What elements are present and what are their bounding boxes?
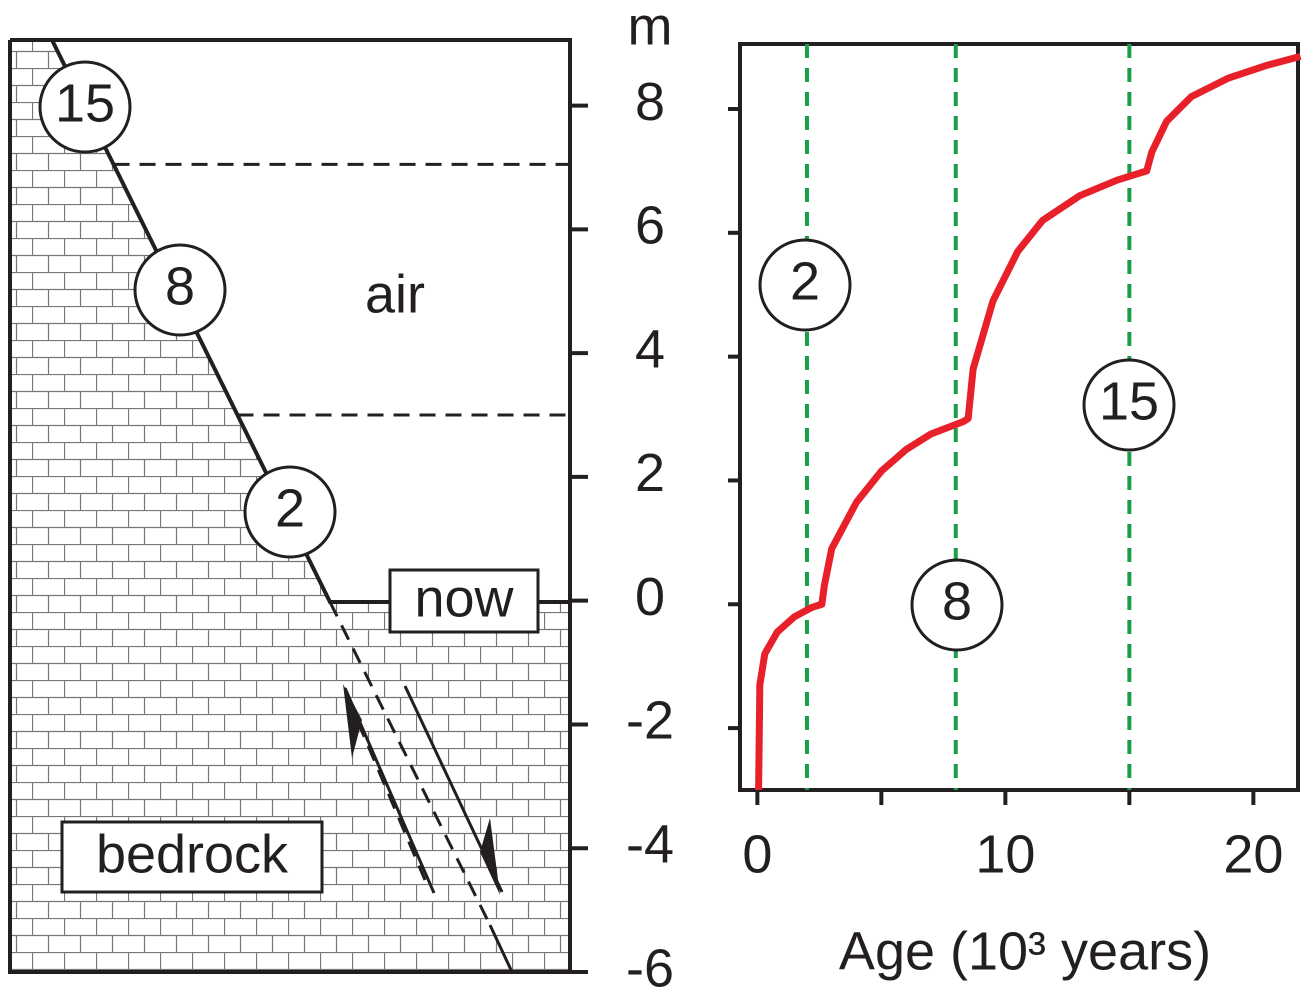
y-tick-label: 6 [635,196,665,256]
y-tick-label: -2 [626,691,674,751]
x-tick-label: 20 [1223,824,1283,884]
bedrock-label: bedrock [96,824,289,884]
y-axis-label: m [628,0,673,56]
age-marker-label: 8 [165,256,195,316]
y-tick-label: 4 [635,319,665,379]
age-marker-label: 15 [55,73,115,133]
air-label: air [365,264,425,324]
y-tick-label: -6 [626,938,674,996]
x-tick-label: 0 [742,824,772,884]
age-marker-label: 2 [275,478,305,538]
event-marker-label: 15 [1099,371,1159,431]
y-tick-label: -4 [626,814,674,874]
now-label: now [414,568,514,628]
event-marker-label: 8 [942,571,972,631]
event-marker-label: 2 [790,251,820,311]
y-tick-label: 8 [635,72,665,132]
plot-frame [740,44,1298,790]
y-tick-label: 0 [635,567,665,627]
x-axis-label: Age (10³ years) [839,921,1211,981]
y-tick-label: 2 [635,443,665,503]
uplift-curve [759,56,1301,790]
figure: now bedrock air m Age (10³ years) -6 -4 -2… [0,0,1302,996]
x-tick-label: 10 [975,824,1035,884]
